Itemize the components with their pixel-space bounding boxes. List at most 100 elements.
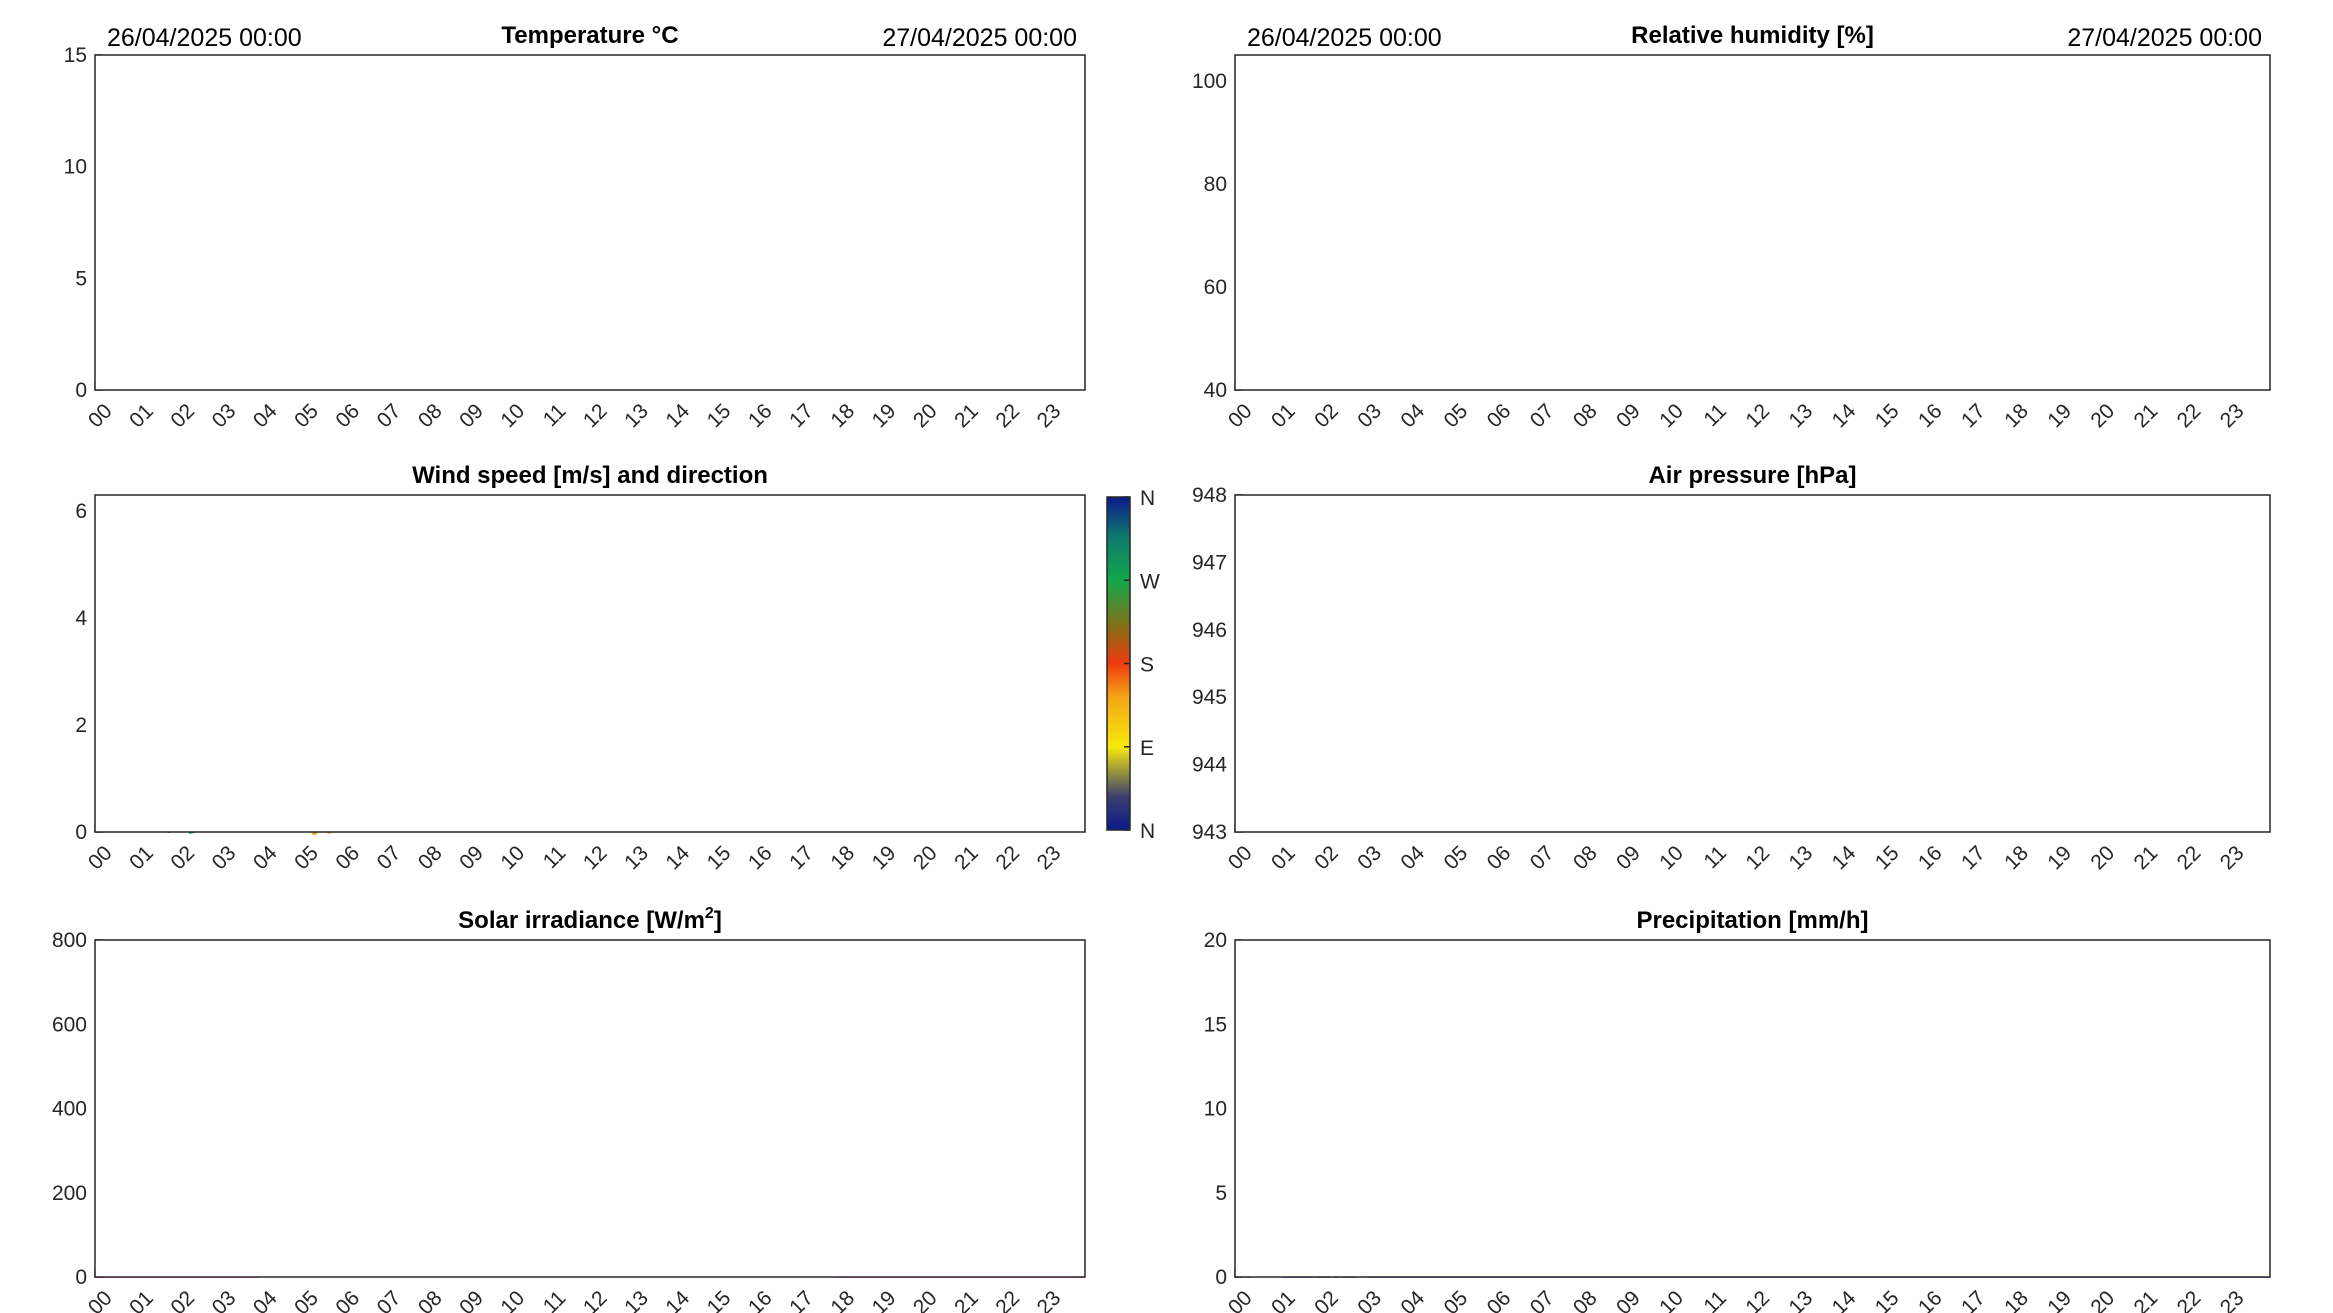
panel-temperature: 00 01 02 03 04 05 06 07 08 09 10 11 12 13 14 15 16 17 18 19… [64,22,1086,432]
x-tick-label: 17 [785,399,818,432]
plot-frame [94,54,1086,391]
chart-title-superscript: 2 [705,905,714,922]
date-end-label: 27/04/2025 00:00 [882,24,1077,52]
x-tick-label: 08 [414,841,447,874]
colorbar-label: N [1140,820,1155,843]
x-tick-label: 09 [1612,399,1645,432]
x-tick-label: 20 [2086,1286,2119,1313]
y-tick-label: 600 [52,1013,87,1036]
x-tick-label: 03 [208,841,241,874]
y-tick-label: 10 [1204,1098,1227,1121]
x-tick-label: 20 [2086,841,2119,874]
y-tick-label: 10 [64,156,87,179]
x-tick-label: 00 [84,399,117,432]
x-tick-label: 06 [331,841,364,874]
colorbar-label: N [1140,487,1155,510]
x-tick-label: 01 [125,841,158,874]
chart-title: Wind speed [m/s] and direction [412,462,768,489]
y-tick-label: 946 [1192,619,1227,642]
plot-frame [1234,54,2271,391]
x-tick-label: 08 [1569,841,1602,874]
x-tick-label: 04 [1396,399,1429,432]
x-tick-label: 18 [826,399,859,432]
panel-pressure: 00 01 02 03 04 05 06 07 08 09 10 11 12 13 14 15 16 17 18 19… [1192,462,2271,874]
x-tick-label: 00 [84,1286,117,1313]
x-tick-label: 04 [1396,841,1429,874]
x-tick-label: 06 [331,399,364,432]
y-tick-label: 947 [1192,551,1227,574]
x-tick-label: 12 [579,841,612,874]
y-tick-label: 944 [1192,754,1227,777]
x-tick-label: 19 [2043,399,2076,432]
plot-frame [94,494,1086,833]
x-tick-label: 15 [703,841,736,874]
x-tick-label: 11 [1699,399,1731,431]
x-tick-label: 02 [1310,399,1343,432]
x-tick-label: 03 [1353,841,1386,874]
x-tick-label: 16 [1914,841,1947,874]
x-tick-label: 08 [1569,1286,1602,1313]
panel-solar: 00 01 02 03 04 05 06 07 08 09 10 11 12 13 14 15 16 17 18 19… [52,905,1086,1313]
x-tick-label: 16 [1914,1286,1947,1313]
x-tick-label: 11 [539,841,571,873]
x-tick-label: 23 [2216,399,2249,432]
x-tick-label: 10 [1655,1286,1688,1313]
y-tick-label: 2 [75,714,87,737]
x-tick-label: 13 [620,841,653,874]
y-tick-label: 0 [75,379,87,402]
x-tick-label: 12 [1741,399,1774,432]
plot-frame [94,939,1086,1278]
x-tick-label: 04 [249,1286,282,1313]
x-tick-label: 22 [991,1286,1024,1313]
chart-title: Solar irradiance [W/m2] [458,905,722,934]
x-tick-label: 13 [620,1286,653,1313]
x-tick-label: 21 [2130,399,2163,432]
x-tick-label: 14 [1828,399,1861,432]
x-tick-label: 21 [950,1286,983,1313]
x-tick-label: 15 [1871,841,1904,874]
x-tick-label: 11 [1699,1286,1731,1313]
x-tick-label: 06 [1483,399,1516,432]
x-tick-label: 13 [1785,841,1818,874]
x-tick-label: 14 [1828,1286,1861,1313]
x-tick-label: 05 [1440,399,1473,432]
y-tick-label: 4 [75,607,87,630]
x-tick-label: 13 [1785,399,1818,432]
x-tick-label: 08 [414,399,447,432]
x-tick-label: 15 [1871,1286,1904,1313]
x-tick-label: 10 [1655,841,1688,874]
y-tick-label: 20 [1204,929,1227,952]
y-tick-label: 948 [1192,484,1227,507]
panel-precipitation: 00 01 02 03 04 05 06 07 08 09 10 11 12 13 14 15 16 17 18 19… [1204,907,2271,1313]
x-tick-label: 04 [249,841,282,874]
x-tick-label: 07 [1526,841,1559,874]
x-tick-label: 09 [455,399,488,432]
x-tick-label: 22 [2173,399,2206,432]
x-tick-label: 13 [1785,1286,1818,1313]
chart-title: Temperature °C [501,22,678,49]
date-end-label: 27/04/2025 00:00 [2067,24,2262,52]
colorbar-label: S [1140,654,1154,677]
x-tick-label: 06 [331,1286,364,1313]
x-tick-label: 18 [2000,841,2033,874]
x-tick-label: 00 [1224,1286,1257,1313]
x-tick-label: 02 [166,1286,199,1313]
x-tick-label: 08 [1569,399,1602,432]
x-tick-label: 01 [125,399,158,432]
x-tick-label: 19 [2043,1286,2076,1313]
y-tick-label: 0 [75,821,87,844]
x-tick-label: 19 [2043,841,2076,874]
x-tick-label: 08 [414,1286,447,1313]
x-tick-label: 23 [2216,841,2249,874]
x-tick-label: 02 [166,841,199,874]
chart-title-end: ] [714,907,722,934]
x-tick-label: 12 [579,1286,612,1313]
plot-frame [1234,494,2271,833]
date-start-label: 26/04/2025 00:00 [1247,24,1442,52]
x-tick-label: 17 [1957,1286,1990,1313]
x-tick-label: 05 [1440,1286,1473,1313]
x-tick-label: 01 [1267,841,1300,874]
x-tick-label: 05 [1440,841,1473,874]
x-tick-label: 17 [1957,841,1990,874]
